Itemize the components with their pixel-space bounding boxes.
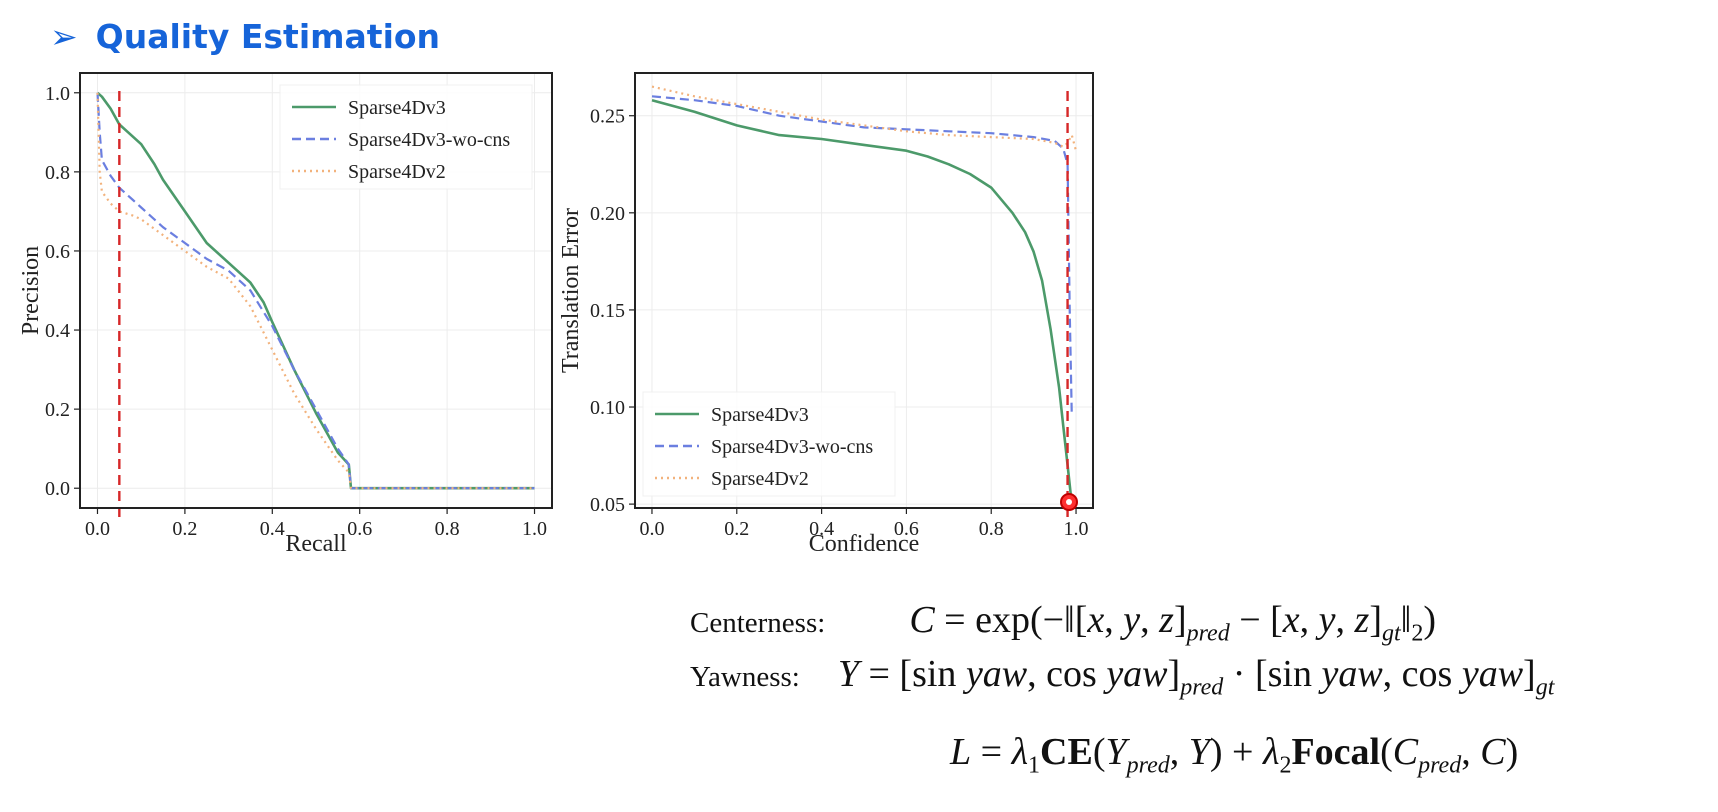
y-tick-label: 0.2 [45,399,70,421]
slide-title-text: Quality Estimation [95,16,441,56]
slide-title: ➢ Quality Estimation [50,14,440,58]
y-tick-label: 0.0 [45,478,70,500]
series-line-sparse4dv3-wo-cns [651,95,1073,417]
centerness-label: Centerness: [690,607,826,639]
y-tick-label: 0.8 [45,162,70,184]
y-tick-label: 0.15 [590,300,625,322]
legend-entry: Sparse4Dv2 [348,161,446,183]
cursor-marker-center [1066,499,1072,505]
plot-frame [634,72,1094,509]
x-axis-label: Recall [285,531,347,557]
y-tick-label: 0.05 [590,494,625,516]
x-axis-label: Confidence [809,531,920,557]
y-axis-label: Translation Error [558,208,584,373]
y-tick-label: 0.25 [590,106,625,128]
x-tick-label: 0.2 [724,518,749,540]
x-tick-label: 1.0 [1064,518,1089,540]
x-tick-label: 0.8 [979,518,1004,540]
legend-entry: Sparse4Dv3-wo-cns [711,436,873,458]
legend-entry: Sparse4Dv3 [711,404,809,426]
yawness-equation: Y = [sin yaw, cos yaw]pred · [sin yaw, c… [837,653,1555,701]
y-tick-label: 0.10 [590,397,625,419]
series-line-sparse4dv3 [651,98,1074,505]
x-tick-label: 1.0 [522,518,547,540]
loss-equation: L = λ1CE(Ypred, Y) + λ2Focal(Cpred, C) [950,731,1519,779]
loss-formula: L = λ1CE(Ypred, Y) + λ2Focal(Cpred, C) [950,730,1518,780]
x-tick-label: 0.8 [435,518,460,540]
legend: Sparse4Dv3 Sparse4Dv3-wo-cns Sparse4Dv2 [642,391,896,497]
series-line-sparse4dv2 [651,85,1078,151]
x-tick-label: 0.6 [347,518,372,540]
precision-recall-chart: 0.0 0.2 0.4 0.6 0.8 1.0 0.0 0.2 0.4 0.6 0.8 1.0 Reca… [18,72,553,557]
y-tick-label: 1.0 [45,83,70,105]
legend-entry: Sparse4Dv3-wo-cns [348,129,510,151]
y-tick-label: 0.20 [590,203,625,225]
legend-entry: Sparse4Dv2 [711,468,809,490]
y-tick-label: 0.6 [45,241,70,263]
translation-error-chart: 0.0 0.2 0.4 0.6 0.8 1.0 0.05 0.10 0.15 0.20 0.25 Co… [558,72,1094,557]
x-tick-label: 0.0 [639,518,664,540]
plot-frame [79,72,553,509]
legend: Sparse4Dv3 Sparse4Dv3-wo-cns Sparse4Dv2 [279,84,533,190]
centerness-formula: Centerness: C = exp(−‖[x, y, z]pred − [x… [690,598,1436,648]
series-line-sparse4dv3-wo-cns [96,92,535,490]
y-tick-label: 0.4 [45,320,70,342]
centerness-equation: C = exp(−‖[x, y, z]pred − [x, y, z]gt‖2) [909,599,1436,647]
x-tick-label: 0.6 [894,518,919,540]
arrow-bullet-icon: ➢ [50,16,78,56]
x-tick-label: 0.4 [260,518,285,540]
x-tick-label: 0.0 [85,518,110,540]
legend-entry: Sparse4Dv3 [348,97,446,119]
yawness-label: Yawness: [690,661,800,693]
yawness-formula: Yawness: Y = [sin yaw, cos yaw]pred · [s… [690,652,1554,702]
x-tick-label: 0.2 [172,518,197,540]
y-axis-label: Precision [18,246,44,335]
x-tick-label: 0.4 [809,518,834,540]
